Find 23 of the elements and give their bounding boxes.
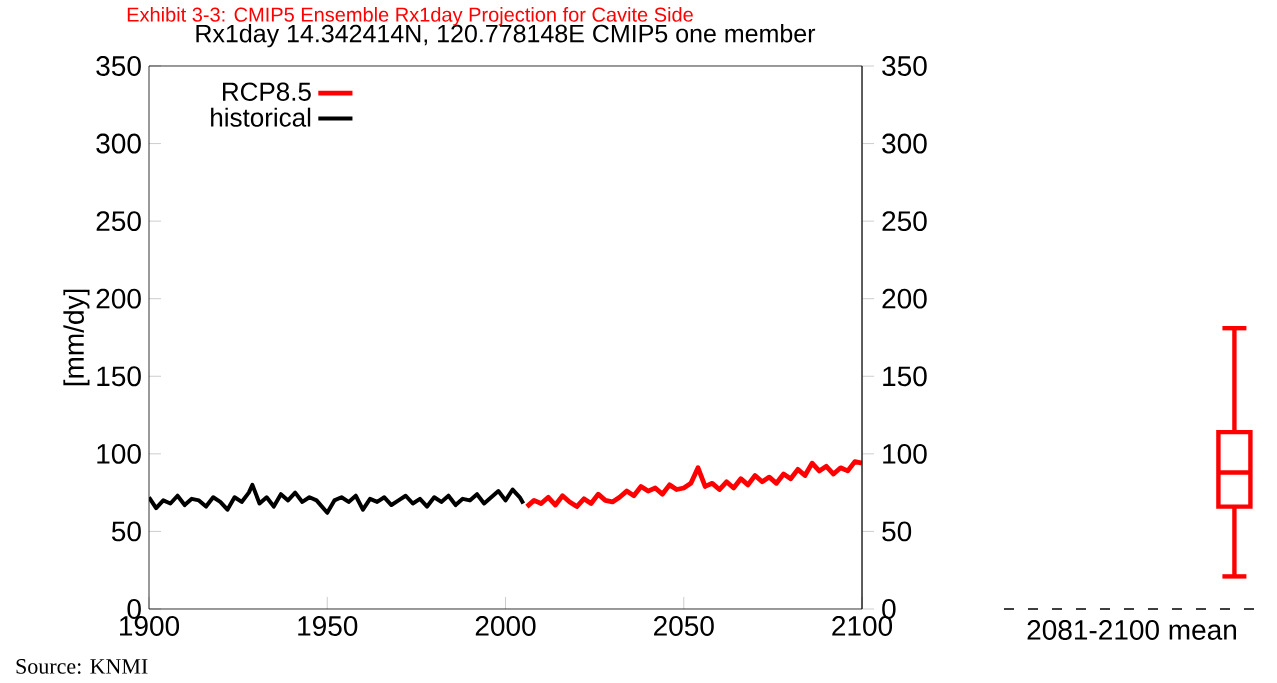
y2-tick-label: 200 xyxy=(882,288,927,309)
y-tick-label: 300 xyxy=(96,133,141,154)
chart-title: Rx1day 14.342414N, 120.778148E CMIP5 one member xyxy=(196,24,816,48)
y-tick-label: 350 xyxy=(96,56,141,76)
y2-tick-label: 250 xyxy=(882,211,927,232)
legend-label: RCP8.5 xyxy=(223,82,311,101)
x-tick-label: 2000 xyxy=(475,616,536,636)
y2-tick-label: 50 xyxy=(882,521,912,542)
y-axis-title: [mm/dy] xyxy=(63,289,90,386)
y2-tick-label: 350 xyxy=(882,56,927,76)
x-tick-label: 1950 xyxy=(298,616,358,636)
y2-tick-label: 150 xyxy=(883,366,927,387)
source-note: Source: KNMI xyxy=(16,659,148,674)
y-tick-label: 250 xyxy=(96,211,141,232)
y-tick-label: 200 xyxy=(96,288,141,309)
y-tick-label: 150 xyxy=(97,366,141,387)
x-axis-title: 2081-2100 mean xyxy=(1027,620,1236,640)
x-tick-label: 2050 xyxy=(654,616,714,636)
y2-tick-label: 300 xyxy=(882,133,927,154)
y2-tick-label: 100 xyxy=(883,443,927,464)
y-tick-label: 50 xyxy=(111,521,141,542)
legend-label: historical xyxy=(211,107,311,127)
y-tick-label: 100 xyxy=(97,443,141,464)
